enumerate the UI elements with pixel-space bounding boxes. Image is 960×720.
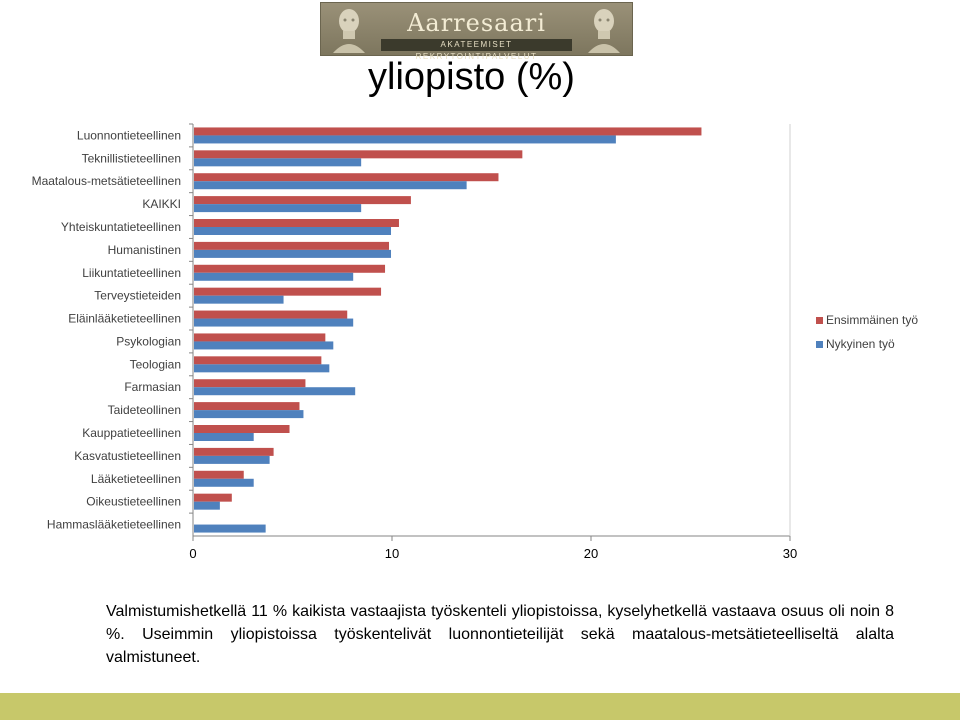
category-label: Teologian — [130, 357, 181, 371]
slide-caption: Valmistumishetkellä 11 % kaikista vastaa… — [106, 603, 894, 666]
category-label: Yhteiskuntatieteellinen — [61, 220, 181, 234]
legend-swatch — [816, 317, 823, 324]
category-label: Taideteollinen — [108, 403, 181, 417]
bar-nykyinen-tyo — [194, 249, 392, 258]
bar-ensimmainen-tyo — [194, 196, 411, 205]
legend-label: Ensimmäinen työ — [826, 313, 918, 327]
category-label: Farmasian — [124, 380, 181, 394]
x-tick-label: 0 — [189, 546, 196, 561]
statue-bust-icon — [588, 9, 620, 53]
bar-ensimmainen-tyo — [194, 150, 523, 159]
aarresaari-logo: Aarresaari AKATEEMISET REKRYTOINTIPALVEL… — [320, 2, 633, 61]
category-label: Psykologian — [116, 334, 181, 348]
bar-nykyinen-tyo — [194, 158, 362, 167]
category-label: Teknillistieteellinen — [82, 151, 181, 165]
bar-nykyinen-tyo — [194, 204, 362, 213]
bar-ensimmainen-tyo — [194, 241, 390, 250]
bar-nykyinen-tyo — [194, 227, 392, 235]
bar-nykyinen-tyo — [194, 364, 330, 373]
category-label: Oikeustieteellinen — [86, 495, 181, 509]
bar-ensimmainen-tyo — [194, 333, 326, 342]
bar-nykyinen-tyo — [194, 272, 354, 281]
category-label: Terveystieteiden — [94, 289, 181, 303]
category-label: Kauppatieteellinen — [82, 426, 181, 440]
category-label: Luonnontieteellinen — [77, 128, 181, 142]
footer-bar — [0, 693, 960, 720]
x-tick-label: 30 — [783, 546, 797, 561]
bar-nykyinen-tyo — [194, 341, 334, 350]
bar-ensimmainen-tyo — [194, 356, 322, 365]
bar-nykyinen-tyo — [194, 295, 284, 304]
bar-ensimmainen-tyo — [194, 219, 399, 227]
logo-name: Aarresaari — [407, 9, 546, 37]
category-label: Maatalous-metsätieteellinen — [32, 174, 181, 188]
category-label: Hammaslääketieteellinen — [47, 518, 181, 532]
bar-ensimmainen-tyo — [194, 425, 290, 433]
x-tick-label: 10 — [385, 546, 399, 561]
bar-ensimmainen-tyo — [194, 173, 499, 182]
bar-chart: Luonnontieteellinen Teknillistieteellinen… — [32, 123, 918, 561]
bar-nykyinen-tyo — [194, 501, 220, 510]
legend-swatch — [816, 341, 823, 348]
bar-ensimmainen-tyo — [194, 470, 244, 479]
bar-ensimmainen-tyo — [194, 310, 348, 319]
bar-ensimmainen-tyo — [194, 493, 232, 502]
x-tick-label: 20 — [584, 546, 598, 561]
category-label: Humanistinen — [108, 243, 181, 257]
bar-nykyinen-tyo — [194, 181, 467, 190]
bar-ensimmainen-tyo — [194, 264, 386, 273]
bar-nykyinen-tyo — [194, 478, 254, 487]
category-label: Liikuntatieteellinen — [82, 266, 181, 280]
bar-nykyinen-tyo — [194, 410, 304, 419]
statue-bust-icon — [333, 9, 365, 53]
category-label: KAIKKI — [142, 197, 181, 211]
bar-nykyinen-tyo — [194, 135, 616, 144]
slide-title: yliopisto (%) — [368, 56, 575, 98]
bar-nykyinen-tyo — [194, 387, 356, 396]
bar-nykyinen-tyo — [194, 455, 270, 464]
legend-label: Nykyinen työ — [826, 337, 895, 351]
logo-tagline: AKATEEMISET REKRYTOINTIPALVELUT — [381, 39, 572, 61]
bar-ensimmainen-tyo — [194, 379, 306, 388]
bar-nykyinen-tyo — [194, 524, 266, 533]
bar-nykyinen-tyo — [194, 318, 354, 327]
category-label: Lääketieteellinen — [91, 472, 181, 486]
bar-ensimmainen-tyo — [194, 447, 274, 456]
bar-nykyinen-tyo — [194, 433, 254, 441]
bar-ensimmainen-tyo — [194, 402, 300, 411]
bar-ensimmainen-tyo — [194, 287, 382, 296]
category-label: Eläinlääketieteellinen — [68, 312, 181, 326]
bar-ensimmainen-tyo — [194, 127, 702, 136]
category-label: Kasvatustieteellinen — [74, 449, 181, 463]
